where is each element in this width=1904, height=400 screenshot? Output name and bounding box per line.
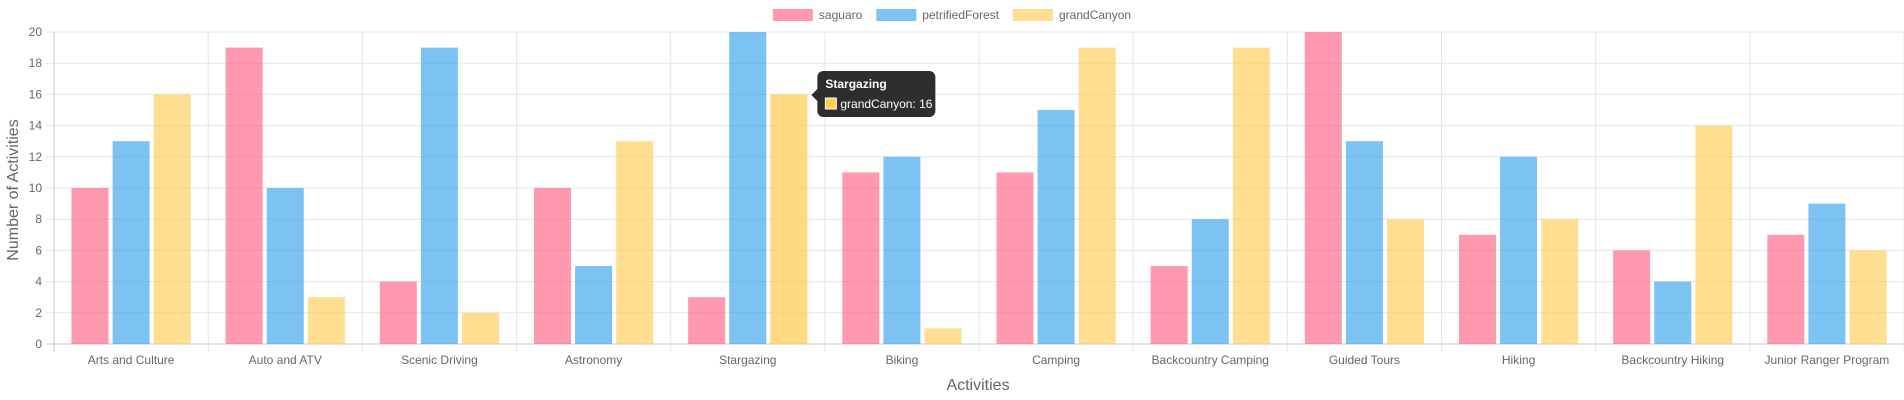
bar-grandCanyon-10[interactable] xyxy=(1695,125,1733,344)
x-tick-label: Hiking xyxy=(1502,353,1535,367)
x-tick-label: Stargazing xyxy=(719,353,776,367)
bar-grandCanyon-7[interactable] xyxy=(1232,47,1270,344)
tooltip-title: Stargazing xyxy=(825,77,886,91)
bar-petrifiedForest-8[interactable] xyxy=(1345,141,1383,344)
bar-saguaro-10[interactable] xyxy=(1613,250,1651,344)
x-tick-label: Junior Ranger Program xyxy=(1765,353,1890,367)
bar-petrifiedForest-7[interactable] xyxy=(1191,219,1229,344)
x-tick-label: Camping xyxy=(1032,353,1080,367)
bar-petrifiedForest-11[interactable] xyxy=(1808,203,1846,344)
legend[interactable]: saguaro petrifiedForest grandCanyon xyxy=(772,8,1131,22)
legend-label: grandCanyon xyxy=(1059,8,1131,22)
bar-grandCanyon-11[interactable] xyxy=(1849,250,1887,344)
legend-swatch xyxy=(1013,9,1054,21)
bars xyxy=(71,32,1887,345)
y-tick-label: 6 xyxy=(35,243,42,257)
y-tick-label: 20 xyxy=(29,25,43,39)
bar-saguaro-7[interactable] xyxy=(1150,266,1188,344)
bar-saguaro-11[interactable] xyxy=(1767,234,1805,344)
y-tick-label: 18 xyxy=(29,56,43,70)
bar-saguaro-9[interactable] xyxy=(1458,234,1496,344)
bar-saguaro-8[interactable] xyxy=(1304,32,1342,344)
y-tick-label: 8 xyxy=(35,212,42,226)
bar-grandCanyon-1[interactable] xyxy=(307,297,345,344)
bar-petrifiedForest-0[interactable] xyxy=(112,141,150,344)
tooltip: Stargazing grandCanyon: 16 xyxy=(811,71,936,117)
y-tick-label: 4 xyxy=(35,275,42,289)
bar-saguaro-2[interactable] xyxy=(379,281,417,344)
legend-swatch xyxy=(876,9,917,21)
x-tick-label: Backcountry Camping xyxy=(1152,353,1269,367)
y-axis-title: Number of Activities xyxy=(5,119,22,260)
x-axis-ticks: Arts and Culture Auto and ATV Scenic Drivi… xyxy=(88,353,1890,367)
x-tick-label: Arts and Culture xyxy=(88,353,175,367)
bar-saguaro-3[interactable] xyxy=(533,188,571,344)
bar-grandCanyon-2[interactable] xyxy=(462,312,500,344)
bar-grandCanyon-5[interactable] xyxy=(924,328,962,344)
tooltip-label: grandCanyon: 16 xyxy=(840,97,932,111)
bar-grandCanyon-6[interactable] xyxy=(1078,47,1116,344)
x-tick-label: Auto and ATV xyxy=(249,353,322,367)
y-tick-label: 14 xyxy=(29,119,43,133)
x-tick-label: Backcountry Hiking xyxy=(1621,353,1724,367)
bar-grandCanyon-3[interactable] xyxy=(616,141,654,344)
grid xyxy=(46,31,1904,352)
legend-swatch xyxy=(772,9,813,21)
y-tick-label: 16 xyxy=(29,87,43,101)
y-axis-ticks: 0 2 4 6 8 10 12 14 16 18 20 xyxy=(29,25,43,351)
bar-saguaro-5[interactable] xyxy=(842,172,880,344)
bar-saguaro-6[interactable] xyxy=(996,172,1034,344)
y-tick-label: 2 xyxy=(35,306,42,320)
x-tick-label: Scenic Driving xyxy=(401,353,478,367)
y-tick-label: 10 xyxy=(29,181,43,195)
bar-saguaro-4[interactable] xyxy=(688,297,726,344)
x-tick-label: Astronomy xyxy=(565,353,622,367)
y-tick-label: 12 xyxy=(29,150,43,164)
bar-grandCanyon-4[interactable] xyxy=(770,94,808,345)
bar-petrifiedForest-2[interactable] xyxy=(420,47,458,344)
tooltip-swatch xyxy=(824,97,837,110)
x-tick-label: Guided Tours xyxy=(1329,353,1400,367)
bar-petrifiedForest-5[interactable] xyxy=(883,156,921,344)
bar-petrifiedForest-9[interactable] xyxy=(1500,156,1538,344)
bar-petrifiedForest-4[interactable] xyxy=(729,32,767,344)
legend-item-saguaro[interactable]: saguaro xyxy=(772,8,863,22)
x-axis-title: Activities xyxy=(946,377,1009,394)
legend-item-petrifiedForest[interactable]: petrifiedForest xyxy=(876,8,1000,22)
bar-saguaro-0[interactable] xyxy=(71,188,109,344)
bar-petrifiedForest-1[interactable] xyxy=(266,188,304,344)
y-tick-label: 0 xyxy=(35,337,42,351)
bar-grandCanyon-8[interactable] xyxy=(1387,219,1425,344)
x-tick-label: Biking xyxy=(886,353,919,367)
bar-petrifiedForest-3[interactable] xyxy=(575,266,613,344)
legend-item-grandCanyon[interactable]: grandCanyon xyxy=(1013,8,1131,22)
bar-saguaro-1[interactable] xyxy=(225,47,263,344)
legend-label: petrifiedForest xyxy=(922,8,999,22)
bar-grandCanyon-9[interactable] xyxy=(1541,219,1579,344)
bar-grandCanyon-0[interactable] xyxy=(153,94,191,345)
bar-petrifiedForest-10[interactable] xyxy=(1654,281,1692,344)
tooltip-box xyxy=(811,71,936,117)
legend-label: saguaro xyxy=(819,8,863,22)
bar-petrifiedForest-6[interactable] xyxy=(1037,110,1075,344)
